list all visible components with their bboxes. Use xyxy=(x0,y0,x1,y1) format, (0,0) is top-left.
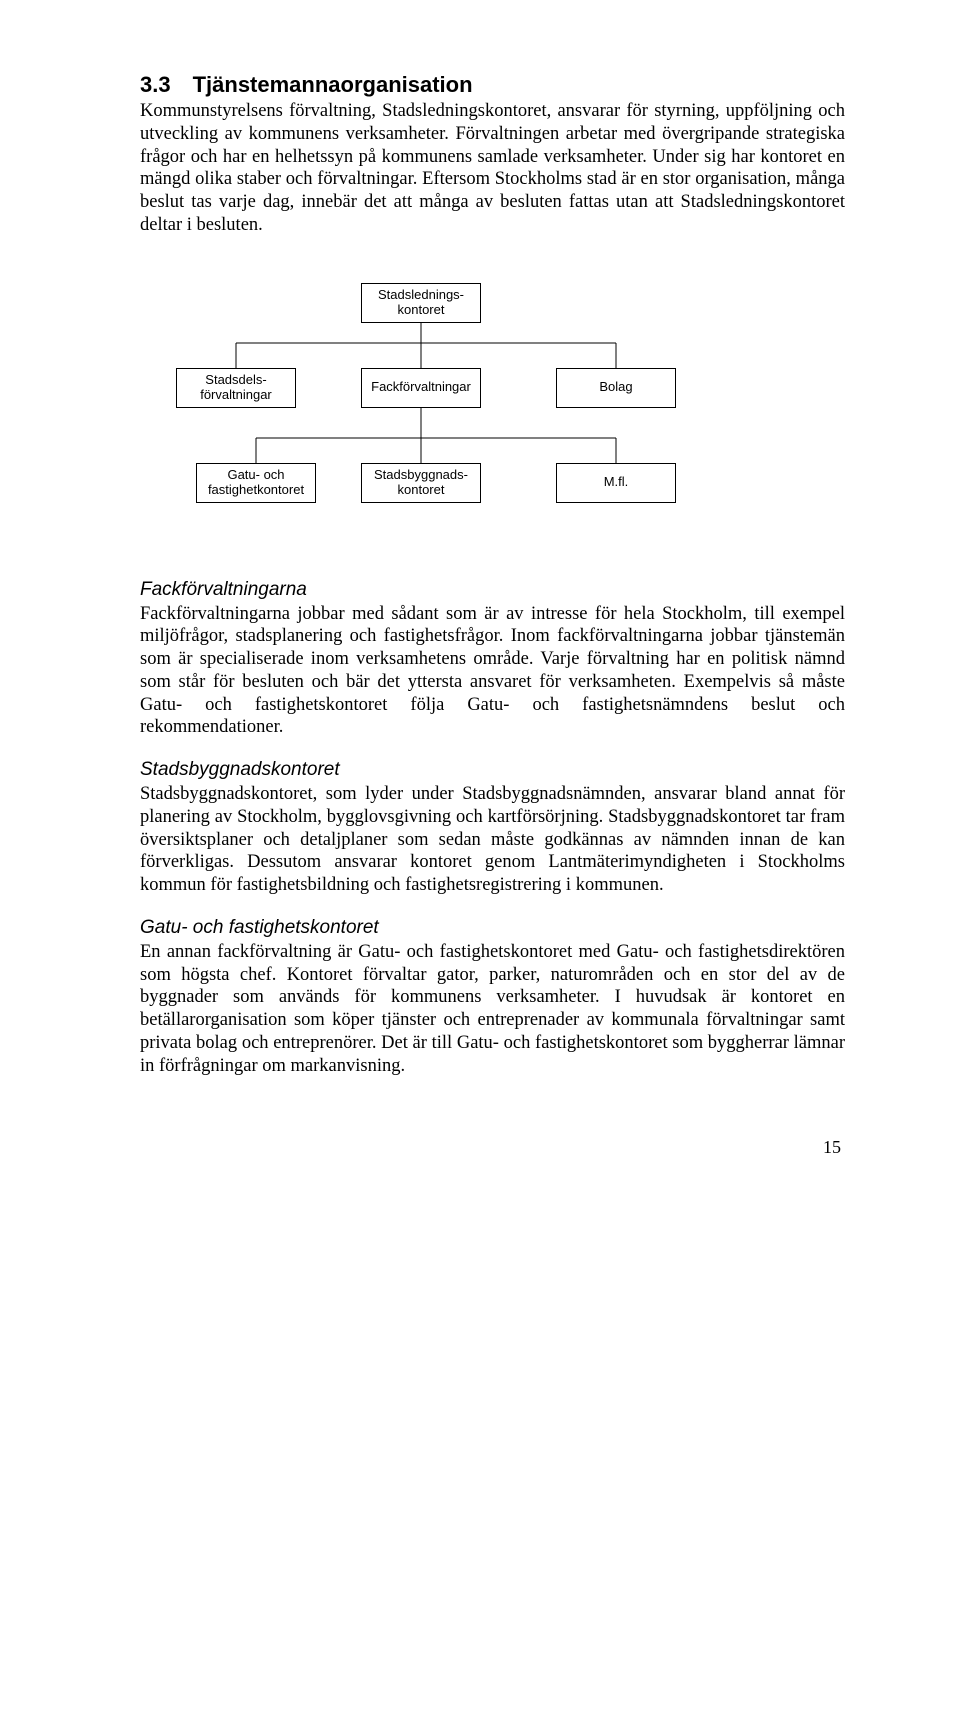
org-node-fackforvaltningar: Fackförvaltningar xyxy=(361,368,481,408)
org-node-mfl: M.fl. xyxy=(556,463,676,503)
org-node-stadsbyggnadskontoret: Stadsbyggnads- kontoret xyxy=(361,463,481,503)
org-node-stadsdelsforvaltningar: Stadsdels- förvaltningar xyxy=(176,368,296,408)
section-title: Tjänstemannaorganisation xyxy=(193,72,473,97)
intro-paragraph: Kommunstyrelsens förvaltning, Stadsledni… xyxy=(140,100,845,237)
node-text: Stadslednings- xyxy=(378,288,464,303)
org-node-gatu-fastighetskontoret: Gatu- och fastighetkontoret xyxy=(196,463,316,503)
org-chart: Stadslednings- kontoret Stadsdels- förva… xyxy=(176,283,706,533)
org-node-bolag: Bolag xyxy=(556,368,676,408)
node-text: förvaltningar xyxy=(200,388,272,403)
node-text: Bolag xyxy=(599,380,632,395)
node-text: Stadsdels- xyxy=(205,373,266,388)
para-gatu-och-fastighetskontoret: En annan fackförvaltning är Gatu- och fa… xyxy=(140,941,845,1078)
node-text: M.fl. xyxy=(604,475,629,490)
page-number: 15 xyxy=(140,1137,845,1158)
para-fackforvaltningarna: Fackförvaltningarna jobbar med sådant so… xyxy=(140,603,845,740)
node-text: fastighetkontoret xyxy=(208,483,304,498)
page: 3.3 Tjänstemannaorganisation Kommunstyrel… xyxy=(0,0,960,1198)
node-text: kontoret xyxy=(398,303,445,318)
node-text: kontoret xyxy=(398,483,445,498)
org-node-stadsledningskontoret: Stadslednings- kontoret xyxy=(361,283,481,323)
node-text: Stadsbyggnads- xyxy=(374,468,468,483)
org-chart-canvas: Stadslednings- kontoret Stadsdels- förva… xyxy=(176,283,706,533)
subhead-stadsbyggnadskontoret: Stadsbyggnadskontoret xyxy=(140,759,845,781)
section-heading: 3.3 Tjänstemannaorganisation xyxy=(140,72,845,98)
subhead-gatu-och-fastighetskontoret: Gatu- och fastighetskontoret xyxy=(140,917,845,939)
node-text: Fackförvaltningar xyxy=(371,380,471,395)
node-text: Gatu- och xyxy=(227,468,284,483)
para-stadsbyggnadskontoret: Stadsbyggnadskontoret, som lyder under S… xyxy=(140,783,845,897)
subhead-fackforvaltningarna: Fackförvaltningarna xyxy=(140,579,845,601)
section-number: 3.3 xyxy=(140,72,171,97)
